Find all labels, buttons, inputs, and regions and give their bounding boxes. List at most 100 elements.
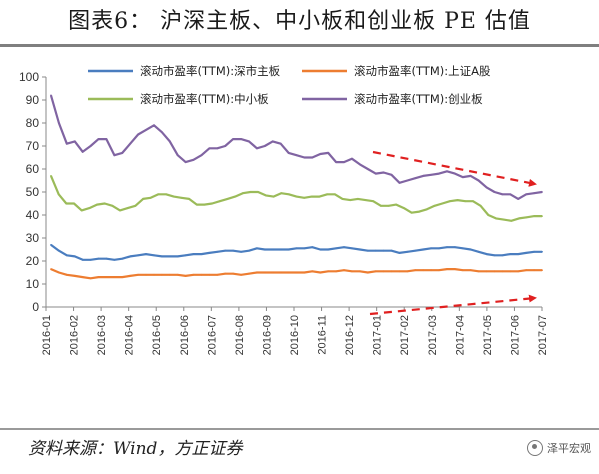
data-point-series-4 bbox=[541, 191, 543, 193]
y-tick-label: 50 bbox=[26, 185, 40, 199]
data-point-series-1 bbox=[224, 249, 227, 252]
data-point-series-3 bbox=[96, 203, 98, 206]
legend-label-2: 滚动市盈率(TTM):上证A股 bbox=[354, 64, 491, 78]
data-point-series-4 bbox=[461, 176, 464, 179]
data-point-series-2 bbox=[493, 270, 496, 273]
data-point-series-4 bbox=[533, 192, 535, 195]
data-point-series-2 bbox=[224, 272, 227, 275]
data-point-series-1 bbox=[398, 252, 401, 254]
data-point-series-4 bbox=[430, 173, 432, 176]
data-point-series-3 bbox=[487, 214, 490, 216]
data-point-series-1 bbox=[438, 247, 440, 250]
y-tick-label: 80 bbox=[26, 116, 40, 130]
data-point-series-3 bbox=[195, 203, 198, 206]
data-point-series-4 bbox=[129, 142, 132, 145]
data-point-series-1 bbox=[501, 254, 504, 257]
data-point-series-3 bbox=[287, 193, 290, 196]
figure-title: 图表6： 沪深主板、中小板和创业板 PE 估值 bbox=[68, 9, 531, 34]
data-point-series-4 bbox=[319, 153, 322, 155]
data-point-series-3 bbox=[441, 202, 444, 205]
data-point-series-2 bbox=[366, 271, 369, 274]
data-point-series-3 bbox=[372, 200, 375, 203]
source-note: 资料来源：Wind，方正证券 bbox=[28, 439, 243, 459]
data-point-series-1 bbox=[105, 257, 108, 260]
data-point-series-4 bbox=[161, 131, 163, 134]
data-point-series-3 bbox=[241, 192, 244, 195]
data-point-series-3 bbox=[418, 210, 421, 213]
data-point-series-4 bbox=[469, 175, 472, 177]
data-point-series-2 bbox=[97, 276, 100, 278]
data-point-series-2 bbox=[145, 273, 147, 276]
data-point-series-3 bbox=[426, 208, 428, 211]
data-point-series-2 bbox=[414, 269, 417, 272]
x-tick-label: 2016-11 bbox=[317, 315, 329, 355]
data-point-series-2 bbox=[311, 270, 314, 273]
data-point-series-1 bbox=[129, 255, 132, 258]
data-point-series-3 bbox=[541, 215, 543, 218]
data-point-series-1 bbox=[477, 250, 480, 253]
y-tick-label: 10 bbox=[26, 277, 40, 291]
data-point-series-4 bbox=[192, 158, 195, 161]
data-point-series-2 bbox=[216, 273, 219, 276]
data-point-series-1 bbox=[263, 248, 266, 251]
data-point-series-1 bbox=[319, 248, 322, 251]
data-point-series-3 bbox=[326, 193, 329, 196]
title-divider bbox=[0, 44, 599, 47]
data-point-series-3 bbox=[142, 198, 145, 200]
data-point-series-1 bbox=[287, 248, 290, 251]
data-point-series-3 bbox=[50, 175, 52, 177]
data-point-series-4 bbox=[359, 163, 361, 166]
data-point-series-2 bbox=[73, 275, 76, 277]
data-point-series-4 bbox=[477, 179, 480, 182]
data-point-series-4 bbox=[256, 147, 258, 150]
data-point-series-2 bbox=[192, 273, 195, 276]
data-point-series-3 bbox=[403, 207, 405, 210]
data-point-series-3 bbox=[57, 193, 60, 196]
data-point-series-3 bbox=[295, 195, 298, 198]
data-point-series-1 bbox=[446, 246, 448, 249]
data-point-series-1 bbox=[200, 253, 203, 256]
data-point-series-2 bbox=[351, 270, 353, 273]
data-point-series-3 bbox=[218, 200, 221, 203]
data-point-series-1 bbox=[113, 258, 116, 261]
data-point-series-4 bbox=[216, 147, 219, 150]
data-point-series-4 bbox=[390, 173, 393, 176]
y-tick-label: 0 bbox=[32, 300, 39, 314]
data-point-series-4 bbox=[493, 191, 496, 193]
data-point-series-3 bbox=[380, 204, 382, 207]
data-point-series-2 bbox=[525, 269, 528, 272]
data-point-series-3 bbox=[280, 192, 283, 195]
data-point-series-1 bbox=[97, 257, 100, 260]
data-point-series-2 bbox=[485, 270, 488, 273]
data-point-series-2 bbox=[184, 275, 187, 277]
data-point-series-2 bbox=[398, 270, 401, 273]
data-point-series-2 bbox=[58, 271, 60, 274]
x-tick-label: 2017-01 bbox=[372, 315, 384, 355]
trend-annotations bbox=[369, 150, 537, 316]
data-point-series-3 bbox=[495, 217, 497, 220]
data-point-series-4 bbox=[327, 152, 330, 154]
data-point-series-1 bbox=[359, 248, 361, 251]
data-point-series-4 bbox=[271, 140, 274, 143]
data-point-series-1 bbox=[533, 250, 535, 253]
y-tick-label: 40 bbox=[26, 208, 40, 222]
data-point-series-1 bbox=[248, 249, 250, 252]
series-line-1 bbox=[50, 244, 542, 261]
data-point-series-3 bbox=[510, 219, 513, 222]
data-point-series-1 bbox=[161, 255, 163, 258]
data-point-series-4 bbox=[398, 181, 401, 184]
data-point-series-1 bbox=[137, 254, 140, 257]
data-point-series-4 bbox=[105, 138, 108, 140]
data-point-series-4 bbox=[113, 154, 116, 157]
data-point-series-4 bbox=[89, 145, 92, 147]
data-point-series-3 bbox=[479, 204, 482, 207]
x-tick-label: 2016-01 bbox=[41, 315, 53, 355]
data-point-series-2 bbox=[256, 271, 258, 274]
series-line-4 bbox=[49, 95, 543, 200]
data-point-series-4 bbox=[137, 133, 140, 136]
data-point-series-4 bbox=[263, 145, 266, 147]
data-point-series-3 bbox=[449, 200, 451, 203]
y-tick-label: 100 bbox=[19, 70, 39, 84]
data-point-series-2 bbox=[343, 269, 345, 272]
data-point-series-1 bbox=[366, 249, 369, 252]
